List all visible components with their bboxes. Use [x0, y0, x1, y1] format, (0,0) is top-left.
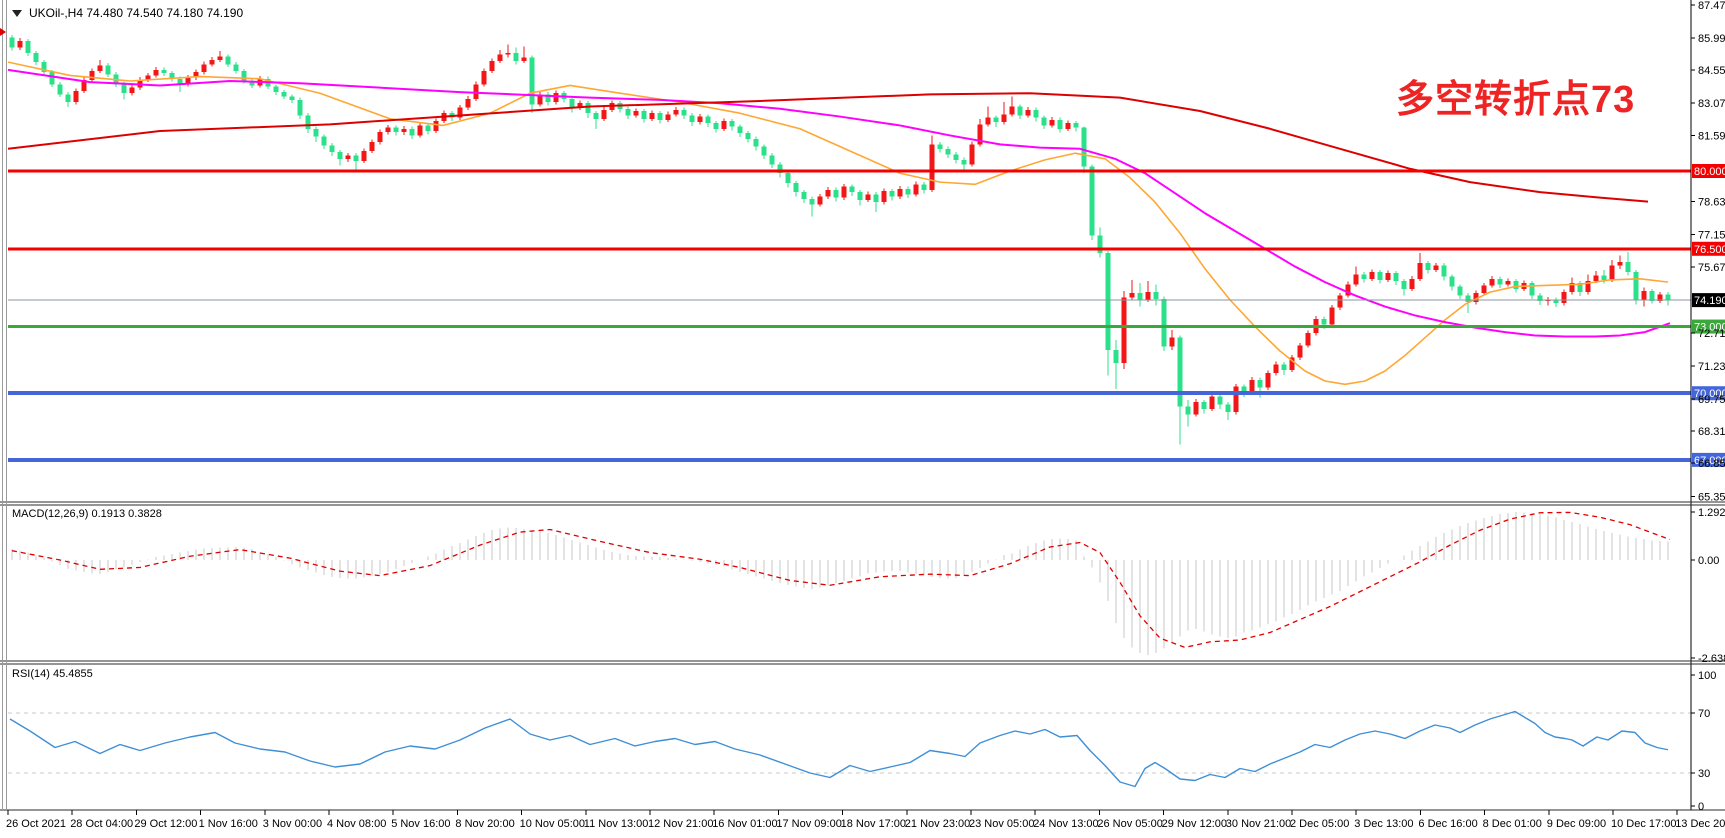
- svg-text:71.230: 71.230: [1698, 361, 1725, 373]
- svg-text:70: 70: [1698, 708, 1710, 720]
- annotation-text: 多空转折点73: [1396, 79, 1636, 121]
- svg-text:83.070: 83.070: [1698, 98, 1725, 110]
- svg-text:23 Nov 05:00: 23 Nov 05:00: [969, 818, 1034, 830]
- svg-text:75.670: 75.670: [1698, 262, 1725, 274]
- macd-indicator-label: MACD(12,26,9) 0.1913 0.3828: [12, 508, 162, 520]
- svg-text:68.310: 68.310: [1698, 426, 1725, 438]
- svg-text:10 Dec 17:00: 10 Dec 17:00: [1611, 818, 1676, 830]
- svg-text:77.150: 77.150: [1698, 229, 1725, 241]
- svg-text:12 Nov 21:00: 12 Nov 21:00: [648, 818, 713, 830]
- svg-text:30: 30: [1698, 768, 1710, 780]
- chart-shift-marker-icon: [0, 28, 6, 36]
- svg-text:1.2924: 1.2924: [1698, 507, 1725, 519]
- svg-text:100: 100: [1698, 670, 1716, 682]
- price-axis[interactable]: [1691, 0, 1725, 810]
- svg-text:84.550: 84.550: [1698, 65, 1725, 77]
- svg-text:29 Oct 12:00: 29 Oct 12:00: [134, 818, 197, 830]
- symbol-ohlc-readout: UKOil-,H4 74.480 74.540 74.180 74.190: [29, 6, 244, 20]
- rsi-indicator-label: RSI(14) 45.4855: [12, 668, 93, 680]
- svg-text:1 Nov 16:00: 1 Nov 16:00: [199, 818, 258, 830]
- svg-text:30 Nov 21:00: 30 Nov 21:00: [1226, 818, 1291, 830]
- svg-text:80.000: 80.000: [1694, 166, 1725, 178]
- svg-text:0: 0: [1698, 801, 1704, 813]
- svg-text:65.350: 65.350: [1698, 492, 1725, 504]
- rsi-panel[interactable]: [8, 664, 1691, 810]
- svg-text:3 Nov 00:00: 3 Nov 00:00: [263, 818, 322, 830]
- svg-text:78.630: 78.630: [1698, 196, 1725, 208]
- svg-text:73.000: 73.000: [1694, 322, 1725, 334]
- svg-text:85.990: 85.990: [1698, 33, 1725, 45]
- time-axis[interactable]: [0, 810, 1725, 838]
- svg-text:87.470: 87.470: [1698, 0, 1725, 12]
- macd-panel[interactable]: [8, 505, 1691, 661]
- svg-text:11 Nov 13:00: 11 Nov 13:00: [584, 818, 649, 830]
- svg-text:16 Nov 01:00: 16 Nov 01:00: [712, 818, 777, 830]
- svg-text:70.000: 70.000: [1694, 388, 1725, 400]
- svg-text:26 Nov 05:00: 26 Nov 05:00: [1097, 818, 1162, 830]
- svg-text:9 Dec 09:00: 9 Dec 09:00: [1547, 818, 1606, 830]
- svg-text:72.710: 72.710: [1698, 328, 1725, 340]
- svg-text:4 Nov 08:00: 4 Nov 08:00: [327, 818, 386, 830]
- svg-text:69.750: 69.750: [1698, 394, 1725, 406]
- svg-text:8 Nov 20:00: 8 Nov 20:00: [455, 818, 514, 830]
- svg-text:18 Nov 17:00: 18 Nov 17:00: [841, 818, 906, 830]
- chart-title-bar: UKOil-,H4 74.480 74.540 74.180 74.190: [12, 6, 243, 20]
- svg-text:66.850: 66.850: [1698, 458, 1725, 470]
- svg-text:-2.6386: -2.6386: [1698, 653, 1725, 665]
- svg-text:81.590: 81.590: [1698, 131, 1725, 143]
- svg-text:8 Dec 01:00: 8 Dec 01:00: [1483, 818, 1542, 830]
- svg-text:3 Dec 13:00: 3 Dec 13:00: [1354, 818, 1413, 830]
- ohlc-dropdown-icon[interactable]: [12, 9, 22, 17]
- svg-text:2 Dec 05:00: 2 Dec 05:00: [1290, 818, 1349, 830]
- svg-text:5 Nov 16:00: 5 Nov 16:00: [391, 818, 450, 830]
- svg-text:24 Nov 13:00: 24 Nov 13:00: [1033, 818, 1098, 830]
- svg-text:29 Nov 12:00: 29 Nov 12:00: [1162, 818, 1227, 830]
- window-left-border: [2, 0, 3, 810]
- svg-text:26 Oct 2021: 26 Oct 2021: [6, 818, 66, 830]
- svg-text:10 Nov 05:00: 10 Nov 05:00: [520, 818, 585, 830]
- svg-text:13 Dec 20:00: 13 Dec 20:00: [1675, 818, 1725, 830]
- svg-text:17 Nov 09:00: 17 Nov 09:00: [776, 818, 841, 830]
- svg-text:67.000: 67.000: [1694, 455, 1725, 467]
- main-chart-panel[interactable]: [8, 0, 1691, 503]
- svg-text:6 Dec 16:00: 6 Dec 16:00: [1418, 818, 1477, 830]
- window-left-border-inner: [6, 0, 7, 810]
- svg-text:76.500: 76.500: [1694, 244, 1725, 256]
- svg-text:28 Oct 04:00: 28 Oct 04:00: [70, 818, 133, 830]
- svg-text:74.190: 74.190: [1694, 295, 1725, 307]
- svg-text:0.00: 0.00: [1698, 555, 1719, 567]
- svg-text:21 Nov 23:00: 21 Nov 23:00: [905, 818, 970, 830]
